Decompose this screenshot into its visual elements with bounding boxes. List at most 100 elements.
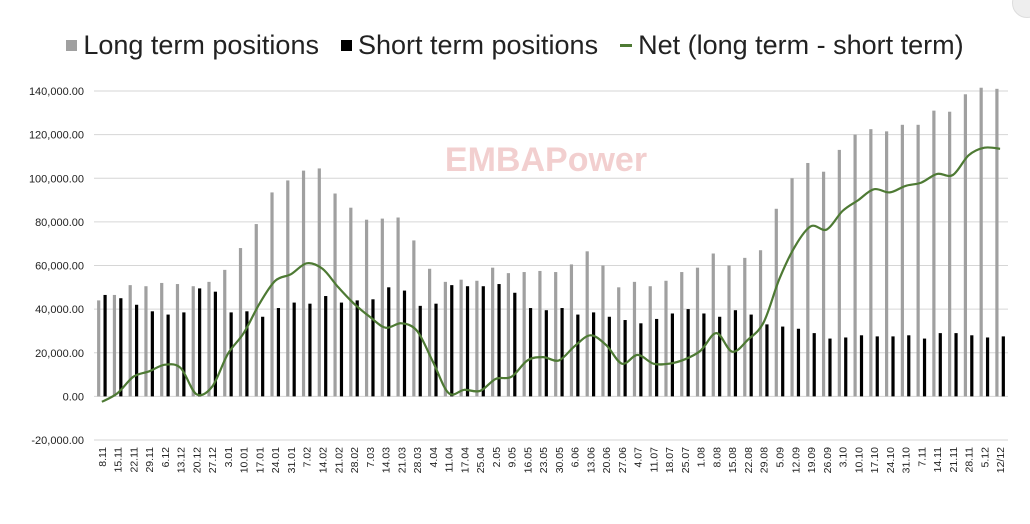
long-term-bar	[617, 287, 621, 397]
x-tick-label: 16.05	[522, 447, 534, 473]
x-tick-label: 22.08	[743, 447, 755, 473]
short-term-bar	[922, 338, 927, 397]
x-tick-label: 5.09	[775, 447, 787, 468]
long-term-bar	[364, 219, 369, 397]
short-term-bar	[418, 305, 422, 397]
x-tick-label: 5.12	[979, 447, 991, 468]
x-tick-label: 3.10	[838, 447, 850, 468]
x-tick-label: 7.11	[916, 447, 928, 467]
short-term-bar	[450, 285, 454, 397]
long-term-bar	[112, 294, 117, 397]
long-term-bar	[238, 248, 243, 397]
long-term-bar	[774, 208, 778, 397]
short-term-bar	[387, 287, 391, 397]
x-tick-label: 20.12	[191, 447, 203, 473]
long-term-bar	[995, 88, 999, 397]
long-term-bar	[711, 253, 715, 397]
short-term-bar	[591, 312, 596, 397]
long-term-bar	[601, 265, 605, 397]
short-term-bar	[954, 333, 958, 397]
long-term-bar	[853, 134, 857, 397]
long-term-bar	[963, 94, 968, 397]
short-term-bar	[655, 318, 659, 397]
long-term-bar	[554, 272, 558, 397]
x-tick-label: 9.05	[507, 447, 519, 468]
y-tick-label: 40,000.00	[35, 304, 84, 316]
legend-label-long: Long term positions	[83, 30, 319, 60]
long-term-bar	[569, 264, 574, 397]
long-term-bar	[412, 240, 416, 397]
long-term-bar	[191, 286, 195, 397]
y-tick-label: 120,000.00	[29, 130, 84, 142]
x-tick-label: 17.10	[869, 447, 881, 473]
x-tick-label: 21.11	[948, 447, 960, 473]
short-term-bar	[702, 313, 706, 397]
x-tick-label: 13.12	[176, 447, 188, 473]
x-tick-label: 17.04	[459, 447, 471, 473]
x-tick-label: 1.08	[696, 447, 708, 468]
long-term-bar	[207, 281, 211, 397]
x-tick-label: 7.03	[365, 447, 377, 468]
legend-swatch-net	[620, 44, 633, 47]
short-term-bar	[182, 312, 186, 397]
short-term-bar	[308, 303, 312, 397]
x-tick-label: 30.05	[554, 447, 566, 473]
short-term-bar	[261, 316, 265, 397]
y-tick-label: 140,000.00	[29, 86, 84, 98]
short-term-bar	[812, 333, 816, 397]
y-tick-label: 20,000.00	[35, 348, 84, 360]
short-term-bar	[938, 333, 942, 397]
long-term-bar	[885, 131, 889, 397]
y-tick-label: 0.00	[63, 391, 84, 403]
short-term-bar	[891, 336, 895, 397]
long-term-bar	[443, 281, 447, 397]
short-term-bar	[623, 320, 627, 397]
legend-item-long: Long term positions	[66, 30, 319, 61]
watermark: EMBAPower	[445, 141, 647, 179]
long-term-bar	[916, 124, 920, 397]
short-term-bar	[355, 300, 359, 397]
short-term-bar	[781, 326, 785, 397]
short-term-bar	[513, 292, 517, 397]
long-term-bar	[286, 180, 290, 397]
long-term-bar	[97, 300, 101, 397]
x-tick-label: 14.11	[932, 447, 944, 473]
short-term-bar	[434, 303, 438, 397]
x-tick-label: 15.08	[727, 447, 739, 473]
short-term-bar	[607, 316, 611, 397]
short-term-bar	[1001, 336, 1005, 397]
x-tick-label: 28.02	[349, 447, 361, 473]
short-term-bar	[765, 324, 769, 397]
long-term-bar	[695, 267, 700, 397]
x-tick-label: 27.06	[617, 447, 629, 473]
long-term-bar	[948, 111, 952, 397]
y-tick-label: -20,000.00	[31, 435, 84, 447]
x-tick-label: 21.03	[396, 447, 408, 473]
short-term-bar	[371, 299, 375, 397]
short-term-bar	[576, 314, 580, 397]
short-term-bar	[718, 316, 722, 397]
long-term-bar	[128, 285, 132, 397]
long-term-bar	[790, 178, 794, 397]
long-term-bar	[333, 193, 337, 397]
long-term-bar	[632, 281, 637, 397]
net-line-layer	[101, 146, 1001, 403]
short-term-bar	[639, 323, 643, 397]
x-tick-label: 25.07	[680, 447, 692, 473]
x-tick-label: 20.06	[601, 447, 613, 473]
x-tick-label: 24.01	[270, 447, 282, 473]
watermark-text: EMBAPower	[445, 141, 647, 179]
x-tick-label: 28.11	[964, 447, 976, 473]
long-term-bar	[301, 170, 306, 397]
x-tick-label: 8.08	[712, 447, 724, 468]
short-term-bar	[229, 312, 233, 397]
short-term-bar	[544, 310, 548, 397]
short-term-bar	[844, 337, 848, 397]
x-tick-label: 14.02	[318, 447, 330, 473]
short-term-bar	[528, 308, 533, 397]
long-term-bar	[932, 110, 936, 397]
x-tick-label: 21.02	[333, 447, 345, 473]
long-term-bar	[491, 267, 495, 397]
long-term-bar	[506, 273, 511, 397]
short-term-bar	[828, 338, 832, 397]
